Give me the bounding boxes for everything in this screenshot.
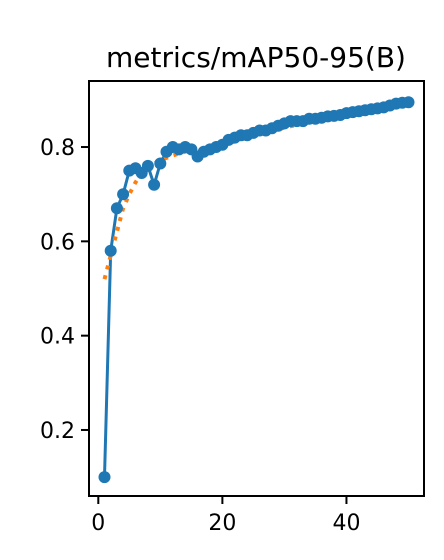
- data-point: [117, 188, 130, 201]
- x-tick-label: 0: [91, 511, 105, 536]
- data-point: [148, 178, 161, 191]
- plot-frame: [88, 80, 425, 497]
- chart-title: metrics/mAP50-95(B): [106, 41, 406, 74]
- y-tick-label: 0.6: [40, 230, 75, 255]
- data-point: [110, 202, 123, 215]
- x-tick-label: 40: [332, 511, 360, 536]
- data-point: [98, 471, 111, 484]
- data-point: [402, 96, 415, 109]
- y-axis: 0.2 0.4 0.6 0.8: [40, 136, 89, 444]
- data-point: [141, 159, 154, 172]
- data-point: [154, 157, 167, 170]
- y-tick-label: 0.8: [40, 136, 75, 161]
- y-tick-label: 0.2: [40, 419, 75, 444]
- data-point: [104, 244, 117, 257]
- plot-markers: [98, 96, 415, 484]
- x-tick-label: 20: [208, 511, 236, 536]
- y-tick-label: 0.4: [40, 325, 75, 350]
- x-axis: 0 20 40: [91, 496, 360, 536]
